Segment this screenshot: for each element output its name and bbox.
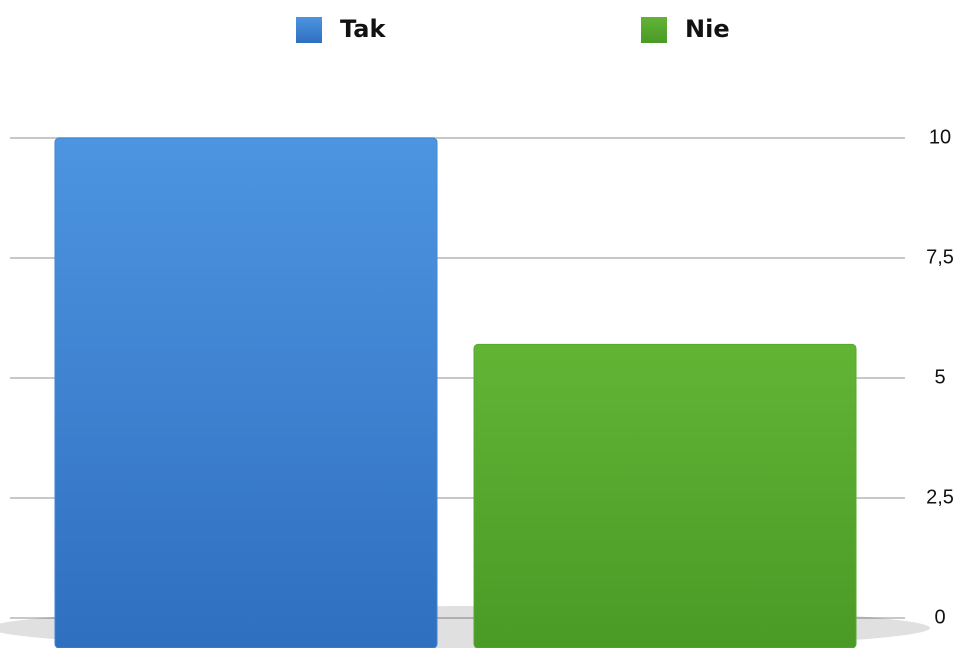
legend-label: Nie [685,15,730,43]
legend-swatch [641,17,667,43]
y-tick-label: 10 [929,126,951,148]
legend-label: Tak [340,15,386,43]
y-tick-label: 2,5 [926,486,954,508]
y-tick-label: 0 [934,606,945,628]
legend-swatch [296,17,322,43]
y-tick-label: 7,5 [926,246,954,268]
bar [54,137,438,648]
bar [473,343,857,648]
y-tick-label: 5 [934,366,945,388]
